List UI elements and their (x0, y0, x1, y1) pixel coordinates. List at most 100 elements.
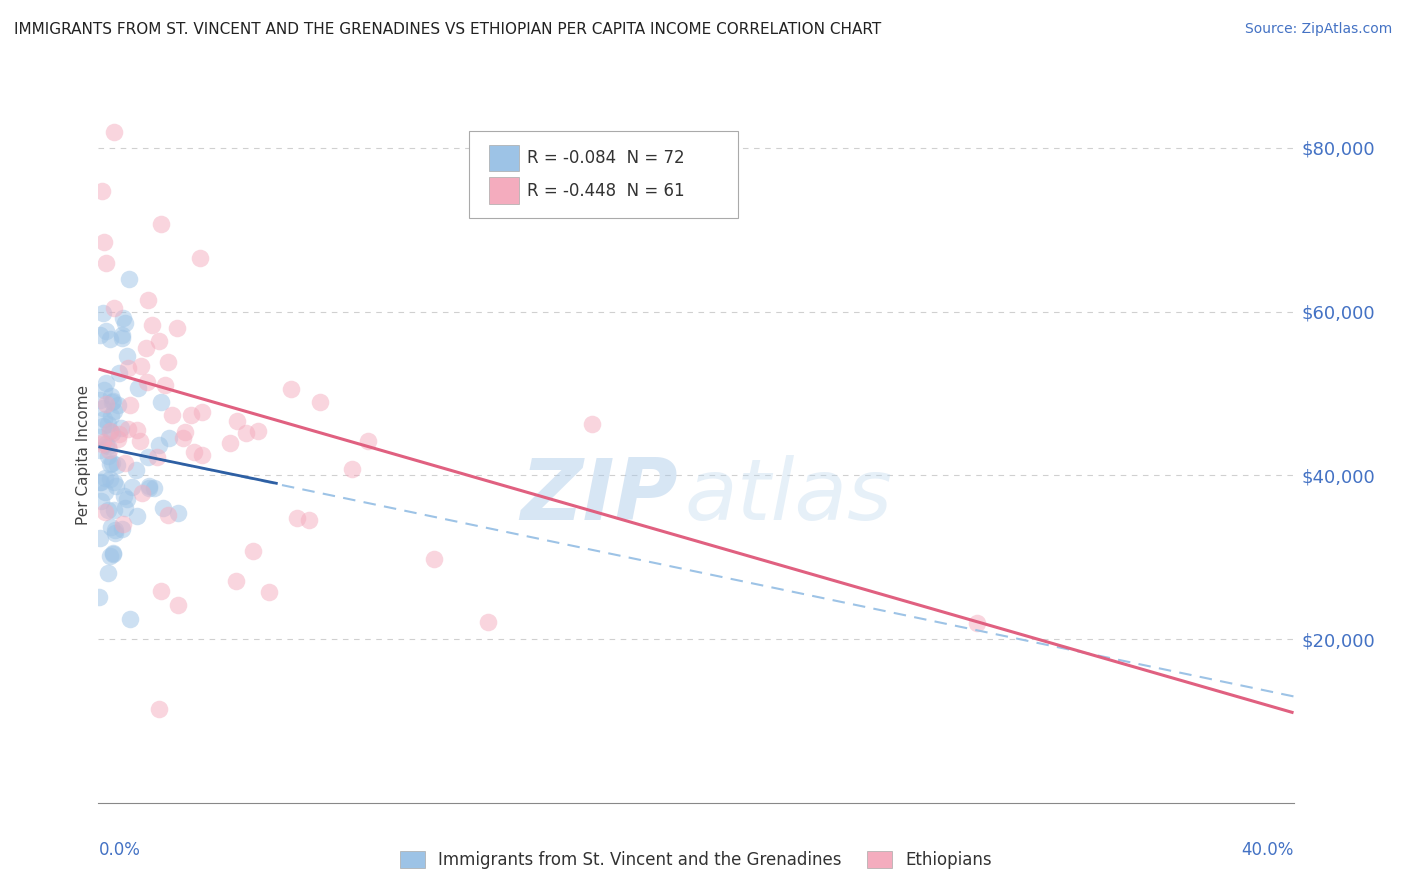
Point (117, 350, 139, 364)
Point (148, 701, 170, 715)
Point (110, 421, 132, 435)
Point (104, 525, 127, 540)
Point (153, 378, 176, 392)
Point (100, 519, 122, 533)
Point (357, 434, 380, 448)
Point (966, 615, 988, 630)
Point (136, 450, 159, 465)
Point (96, 417, 118, 432)
Point (97, 503, 120, 517)
Point (308, 394, 330, 409)
Point (180, 408, 202, 422)
Point (117, 422, 139, 436)
Point (136, 293, 159, 307)
Point (183, 445, 205, 459)
Point (97, 449, 120, 463)
Point (93, 412, 115, 426)
Point (103, 301, 125, 315)
Point (111, 522, 134, 536)
Point (143, 481, 166, 495)
Point (90, 493, 112, 508)
Point (91, 306, 114, 320)
Point (94, 256, 117, 270)
Point (125, 509, 148, 524)
Point (94, 505, 117, 519)
Point (90, 437, 112, 451)
Point (103, 503, 125, 517)
Point (101, 456, 124, 470)
Point (114, 500, 136, 515)
Point (235, 426, 257, 441)
Text: 40.0%: 40.0% (1241, 841, 1294, 859)
Point (112, 516, 135, 531)
Point (91, 184, 114, 198)
Point (120, 612, 142, 626)
Text: R = -0.448  N = 61: R = -0.448 N = 61 (527, 182, 685, 200)
Point (129, 359, 152, 373)
Legend: Immigrants from St. Vincent and the Grenadines, Ethiopians: Immigrants from St. Vincent and the Gren… (395, 847, 997, 874)
Point (100, 394, 122, 409)
Point (98, 424, 121, 438)
Point (280, 382, 302, 396)
Point (477, 615, 499, 629)
FancyBboxPatch shape (470, 131, 738, 219)
Point (103, 125, 125, 139)
Text: atlas: atlas (685, 455, 891, 538)
Point (148, 438, 170, 452)
Point (112, 489, 135, 503)
Point (225, 574, 247, 588)
Point (93, 419, 115, 434)
Point (103, 475, 125, 489)
Point (138, 479, 160, 493)
Point (172, 431, 194, 445)
Point (118, 271, 141, 285)
Point (107, 398, 129, 412)
Point (131, 486, 153, 500)
Point (173, 425, 195, 439)
Text: R = -0.084  N = 72: R = -0.084 N = 72 (527, 149, 685, 167)
Point (108, 426, 131, 441)
Point (94, 485, 117, 500)
Point (101, 426, 124, 441)
Point (93, 383, 115, 397)
Text: Source: ZipAtlas.com: Source: ZipAtlas.com (1244, 22, 1392, 37)
Point (98, 332, 121, 346)
Point (191, 448, 214, 462)
Point (96, 397, 118, 411)
Point (97, 439, 120, 453)
Point (156, 355, 179, 369)
Point (104, 523, 127, 537)
Point (100, 457, 122, 471)
Point (188, 252, 211, 266)
Point (117, 361, 139, 376)
Point (225, 414, 247, 428)
Point (98, 442, 121, 457)
Point (89, 430, 111, 444)
Point (152, 500, 174, 515)
Bar (489, 145, 519, 171)
Point (148, 334, 170, 349)
Y-axis label: Per Capita Income: Per Capita Income (76, 384, 91, 525)
Point (127, 380, 149, 394)
Point (105, 479, 128, 493)
Point (167, 506, 190, 520)
Point (145, 450, 167, 464)
Point (93, 235, 115, 250)
Point (242, 544, 264, 558)
Point (100, 409, 122, 424)
Point (166, 321, 188, 335)
Point (128, 434, 150, 448)
Point (157, 431, 180, 445)
Point (157, 508, 180, 522)
Point (121, 480, 143, 494)
Point (94, 471, 117, 485)
Point (218, 436, 240, 450)
Point (150, 395, 173, 409)
Point (91, 401, 114, 416)
Point (103, 404, 125, 418)
Text: 0.0%: 0.0% (98, 841, 141, 859)
Point (101, 394, 124, 409)
Point (89, 590, 111, 604)
Point (191, 405, 214, 419)
Point (125, 463, 148, 477)
